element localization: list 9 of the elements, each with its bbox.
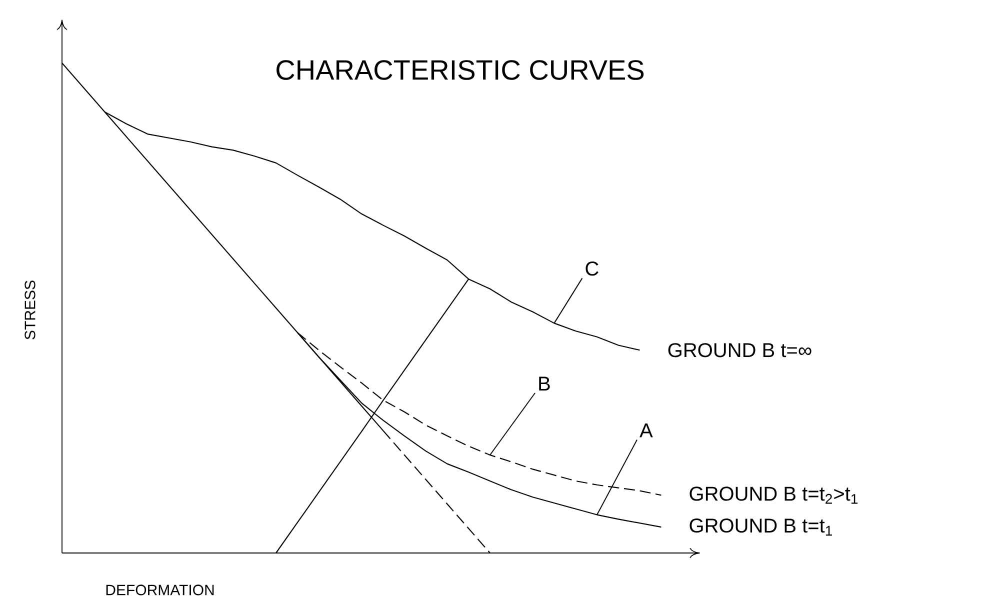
annotation: A xyxy=(640,424,653,438)
y-axis-title: STRESS xyxy=(24,280,36,340)
chart-title: CHARACTERISTIC CURVES xyxy=(276,60,644,80)
series-label: GROUND B t=t$_{2}$>t$_{1}$ xyxy=(690,486,858,504)
series-label: GROUND B t=t$_{1}$ xyxy=(690,518,832,536)
annotation: B xyxy=(539,376,550,390)
x-axis-title: DEFORMATION xyxy=(106,584,214,596)
annotation: C xyxy=(586,262,598,276)
series-label: GROUND B t=∞ xyxy=(668,343,812,358)
